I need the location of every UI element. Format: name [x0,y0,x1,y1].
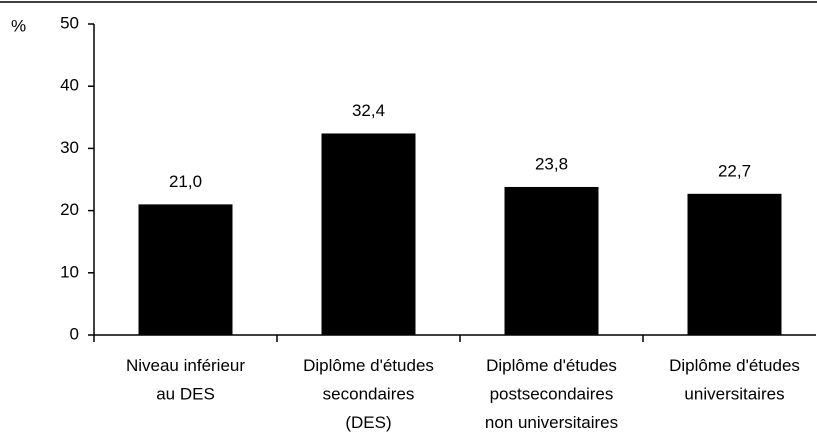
y-tick-label: 10 [60,262,79,281]
y-tick-label: 40 [60,76,79,95]
x-tick-label: Niveau inférieur au DES [126,356,245,404]
y-tick-label: 0 [70,324,79,343]
y-axis-label: % [11,16,26,35]
bar [138,204,233,335]
bar [321,133,416,335]
value-label: 22,7 [718,161,751,180]
bar [504,186,599,335]
y-tick-label: 30 [60,138,79,157]
x-tick-label: Diplôme d'études postsecondaires non unive… [485,356,618,432]
value-label: 23,8 [535,154,568,173]
x-tick-label: Diplôme d'études universitaires [669,356,800,404]
y-tick-label: 50 [60,13,79,32]
y-tick-label: 20 [60,200,79,219]
value-label: 32,4 [352,101,385,120]
x-tick-label: Diplôme d'études secondaires (DES) [303,356,434,432]
bar [687,193,782,335]
value-label: 21,0 [169,172,202,191]
